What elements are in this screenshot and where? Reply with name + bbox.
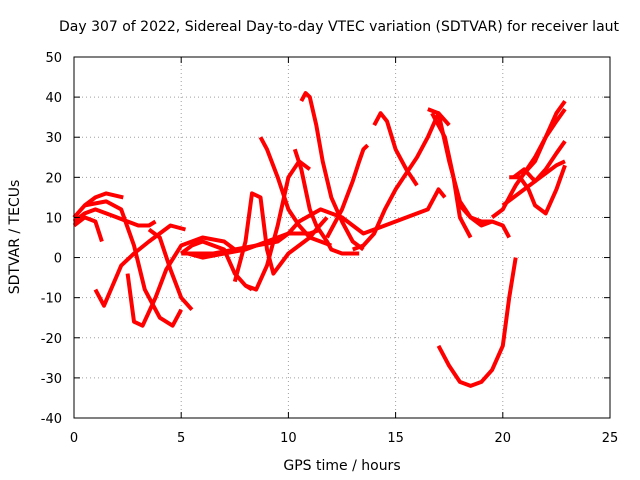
- x-tick-label: 0: [70, 431, 78, 446]
- x-tick-label: 25: [602, 431, 619, 446]
- series-line-arc-22: [458, 204, 511, 239]
- y-tick-label: 10: [45, 211, 62, 226]
- axis-ticks: 0 5 10 15 20 25 -40 -30 -20 -10 0 10 20 30 40 50: [41, 51, 619, 446]
- series-line-arc-15: [299, 91, 365, 252]
- x-tick-label: 10: [280, 431, 297, 446]
- y-tick-label: 30: [45, 131, 62, 146]
- series-layer: [72, 91, 567, 388]
- series-line-arc-7: [147, 227, 194, 312]
- series-line-arc-14: [292, 148, 360, 256]
- series-line-arc-18: [372, 111, 419, 187]
- plot-frame: [73, 56, 611, 419]
- y-tick-label: -10: [41, 292, 62, 307]
- y-tick-label: 0: [54, 252, 62, 267]
- y-axis-label: SDTVAR / TECUs: [7, 180, 23, 295]
- series-line-arc-25: [509, 164, 567, 216]
- y-tick-label: 40: [45, 91, 62, 106]
- series-line-arc-4: [93, 223, 187, 308]
- y-tick-label: 50: [45, 51, 62, 66]
- y-tick-label: -40: [41, 412, 62, 427]
- y-tick-label: -30: [41, 372, 62, 387]
- series-line-arc-13: [258, 136, 333, 248]
- series-line-arc-1: [72, 207, 157, 228]
- y-tick-label: 20: [45, 171, 62, 186]
- series-line-arc-6: [125, 235, 236, 328]
- series-line-arc-26: [512, 140, 567, 184]
- x-tick-label: 20: [495, 431, 512, 446]
- series-line-arc-16: [325, 143, 370, 239]
- series-line-arc-21: [436, 257, 518, 388]
- chart-title: Day 307 of 2022, Sidereal Day-to-day VTE…: [59, 19, 620, 35]
- series-line-arc-10: [181, 187, 447, 256]
- series-line-arc-27: [522, 107, 567, 175]
- series-line-arc-3: [72, 215, 104, 243]
- series-line-arc-11: [232, 191, 329, 283]
- series-line-arc-19: [427, 107, 493, 228]
- series-line-arc-5: [84, 199, 183, 328]
- series-line-arc-2: [72, 191, 124, 219]
- series-line-arc-20: [430, 112, 473, 239]
- x-tick-label: 5: [177, 431, 185, 446]
- x-axis-label: GPS time / hours: [283, 458, 400, 474]
- series-line-arc-17: [351, 111, 451, 252]
- x-tick-label: 15: [387, 431, 404, 446]
- y-tick-label: -20: [41, 332, 62, 347]
